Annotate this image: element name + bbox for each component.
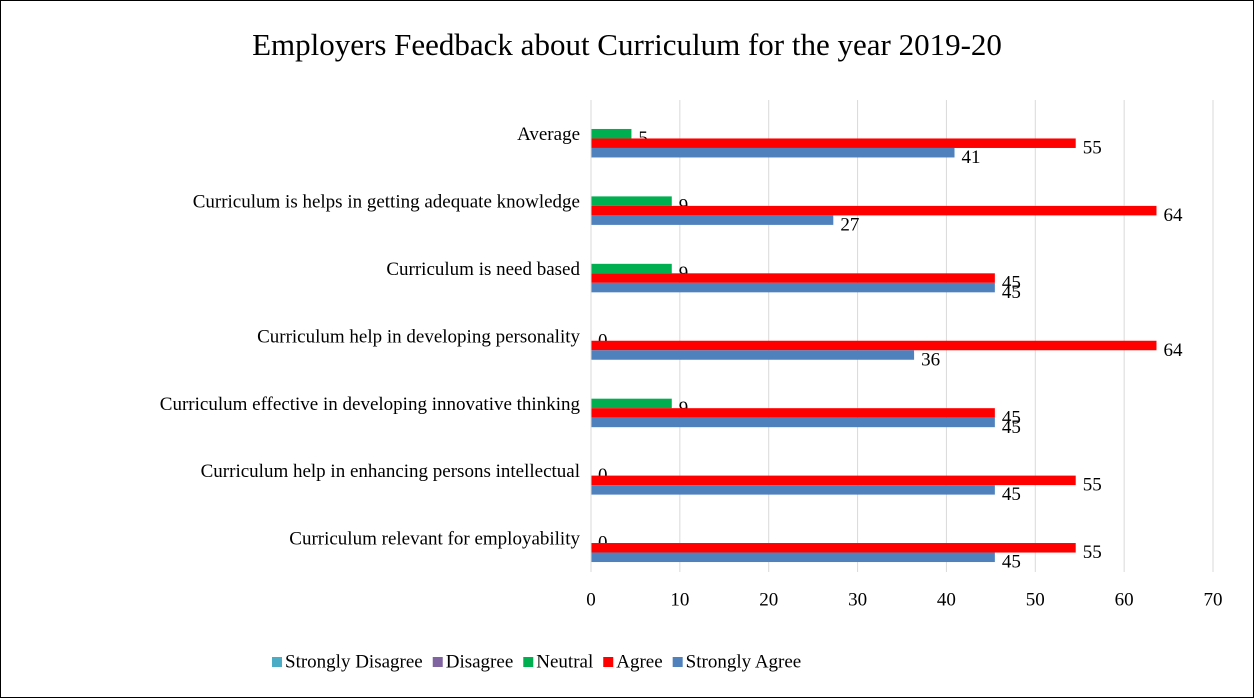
legend-label: Strongly Agree <box>686 651 802 672</box>
data-label: 55 <box>1083 475 1102 496</box>
bar <box>591 350 915 360</box>
data-label: 64 <box>1163 340 1183 361</box>
data-label: 55 <box>1083 542 1102 563</box>
data-label: 27 <box>840 215 859 236</box>
y-tick-label: Average <box>517 124 580 145</box>
data-label: 41 <box>962 147 981 168</box>
bar <box>591 475 1076 486</box>
legend-label: Agree <box>616 651 662 672</box>
y-tick-label: Curriculum is need based <box>386 259 580 280</box>
data-label: 45 <box>1002 417 1021 438</box>
data-label: 45 <box>1002 484 1021 505</box>
x-tick-label: 30 <box>848 589 867 610</box>
x-tick-label: 50 <box>1026 589 1045 610</box>
x-tick-label: 70 <box>1204 589 1223 610</box>
data-label: 45 <box>1002 407 1021 428</box>
y-tick-label: Curriculum help in developing personalit… <box>257 326 580 347</box>
bar <box>591 552 995 563</box>
bar <box>591 408 995 418</box>
bar <box>591 282 995 293</box>
x-tick-label: 60 <box>1115 589 1134 610</box>
legend-label: Disagree <box>446 651 514 672</box>
data-label: 55 <box>1083 138 1102 159</box>
bar <box>591 215 834 225</box>
bar <box>591 138 1076 148</box>
x-tick-label: 40 <box>937 589 956 610</box>
bar <box>591 340 1157 351</box>
y-tick-label: Curriculum effective in developing innov… <box>160 394 581 415</box>
bar <box>591 417 995 428</box>
x-tick-label: 10 <box>670 589 689 610</box>
legend-swatch <box>603 657 614 667</box>
x-tick-label: 20 <box>759 589 778 610</box>
bar <box>591 196 672 206</box>
bar <box>591 543 1076 553</box>
legend-swatch <box>432 657 443 667</box>
bar <box>591 147 955 158</box>
y-tick-label: Curriculum relevant for employability <box>289 529 580 550</box>
legend-label: Strongly Disagree <box>285 651 423 672</box>
chart-title: Employers Feedback about Curriculum for … <box>252 27 1002 62</box>
legend-swatch <box>272 657 282 667</box>
data-label: 45 <box>1002 282 1021 303</box>
y-tick-label: Curriculum help in enhancing persons int… <box>201 461 580 482</box>
bar <box>591 128 632 139</box>
bar <box>591 205 1157 216</box>
x-tick-label: 0 <box>586 589 596 610</box>
data-label: 64 <box>1163 205 1183 226</box>
bar <box>591 263 672 274</box>
legend-swatch <box>523 657 534 667</box>
bar <box>591 398 672 409</box>
data-label: 45 <box>1002 552 1021 573</box>
y-tick-label: Curriculum is helps in getting adequate … <box>193 192 580 213</box>
data-label: 36 <box>921 349 940 370</box>
legend-swatch <box>672 657 683 667</box>
legend-label: Neutral <box>536 651 593 672</box>
data-label: 45 <box>1002 272 1021 293</box>
bar <box>591 273 995 283</box>
bar <box>591 485 995 495</box>
